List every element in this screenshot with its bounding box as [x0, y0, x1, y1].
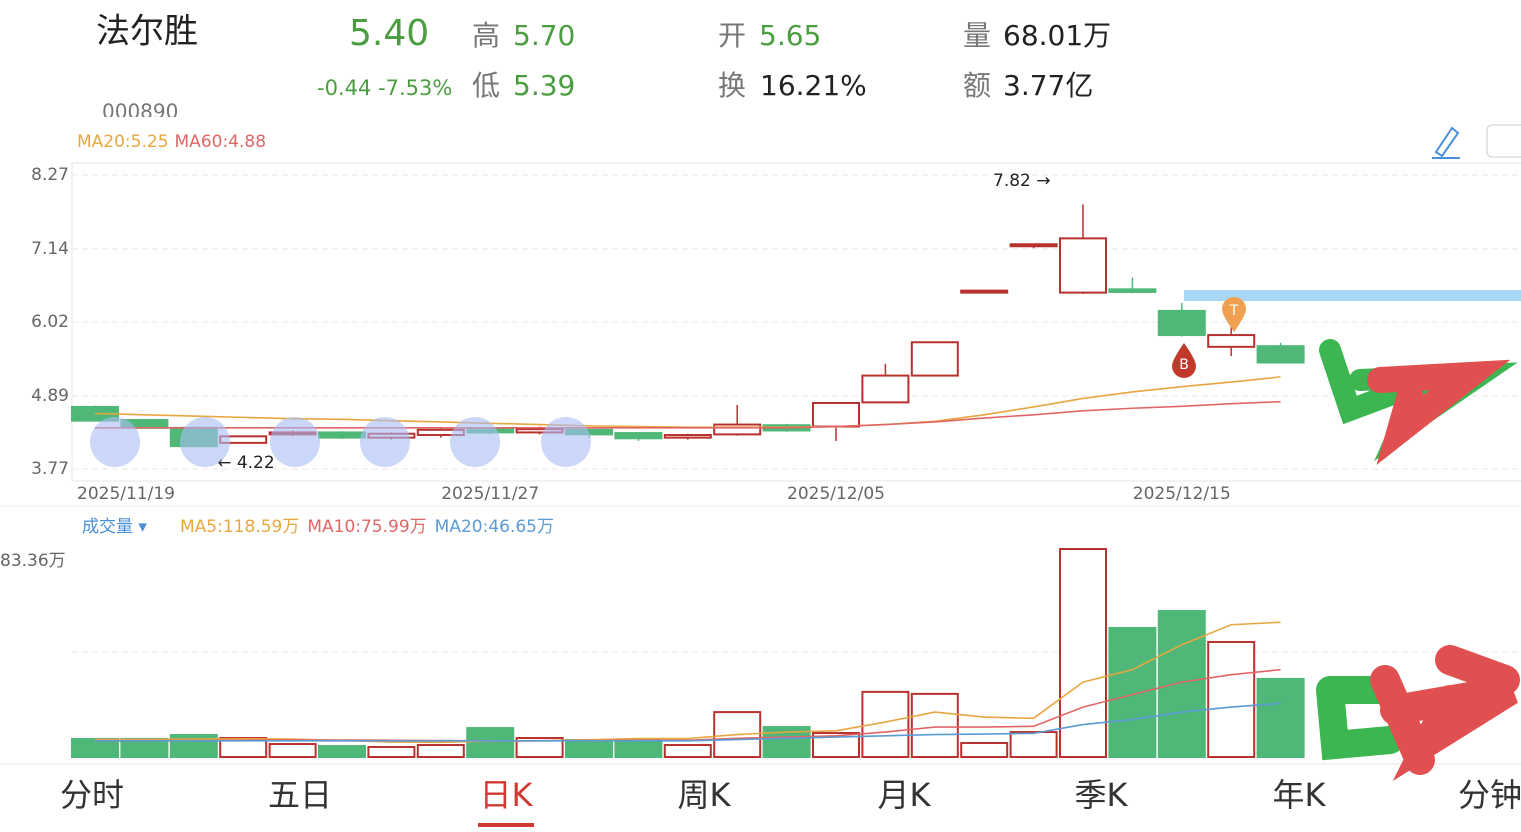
- candle-body: [960, 289, 1009, 294]
- value: 68.01万: [1003, 19, 1111, 52]
- volume-bar: [1108, 626, 1157, 759]
- tab[interactable]: 周K: [678, 776, 732, 814]
- y-tick-label: 3.77: [31, 459, 69, 479]
- highlight-band: [1184, 290, 1521, 301]
- ma-legend: MA20:46.65万: [435, 517, 554, 537]
- ma-line: [94, 376, 1281, 428]
- volume-bar: [565, 739, 613, 759]
- ma-legend: MA10:75.99万: [307, 517, 426, 537]
- volume-bar: [120, 738, 169, 758]
- ma-legend: MA60:4.88: [175, 132, 267, 152]
- candle-body: [1157, 309, 1206, 337]
- last-price: 5.40: [349, 13, 429, 54]
- tab[interactable]: 分时: [60, 776, 124, 814]
- value: 5.39: [513, 69, 575, 102]
- label: 量: [963, 19, 991, 52]
- volume-title[interactable]: 成交量 ▾: [82, 517, 147, 537]
- candle-body: [861, 374, 910, 404]
- value: 16.21%: [760, 69, 867, 102]
- buy-marker-text: B: [1179, 357, 1189, 373]
- y-tick-label: 6.02: [31, 312, 69, 332]
- volume-bar: [1157, 610, 1206, 758]
- annotation: 7.82 →: [993, 171, 1051, 191]
- value: 5.70: [513, 19, 575, 52]
- buy-marker: [1172, 343, 1196, 378]
- candle-body: [812, 402, 860, 428]
- candle-body: [1207, 334, 1256, 348]
- volume-bar: [910, 692, 959, 758]
- price-change: -0.44 -7.53%: [317, 76, 452, 100]
- volume-bar: [71, 738, 119, 758]
- tab[interactable]: 月K: [878, 776, 932, 814]
- volume-bar: [466, 727, 515, 759]
- tool-button[interactable]: [1486, 124, 1521, 158]
- tab-underline: [478, 823, 534, 827]
- x-tick-label: 2025/11/19: [77, 484, 175, 504]
- label: 开: [718, 19, 746, 52]
- volume-bar: [812, 732, 860, 759]
- volume-bar: [960, 742, 1009, 758]
- ma-legend: MA5:118.59万: [180, 517, 299, 537]
- volume-bar: [1059, 548, 1107, 758]
- candle-body: [614, 432, 663, 440]
- volume-bar: [861, 690, 910, 759]
- label: 高: [472, 19, 500, 52]
- x-tick-label: 2025/11/27: [441, 484, 539, 504]
- y-tick-label: 4.89: [31, 386, 69, 406]
- candle-body: [910, 341, 959, 377]
- volume-bar: [663, 744, 712, 758]
- x-tick-label: 2025/12/05: [787, 484, 885, 504]
- t-marker: [1222, 297, 1246, 332]
- draw-tool[interactable]: [1432, 126, 1460, 159]
- volume-bar: [1207, 640, 1256, 758]
- x-tick-label: 2025/12/15: [1133, 484, 1231, 504]
- volume-bar: [515, 737, 564, 758]
- stock-name: 法尔胜: [96, 12, 198, 52]
- tab[interactable]: 季K: [1075, 776, 1129, 814]
- volume-bar: [367, 746, 416, 758]
- volume-bar: [318, 745, 366, 759]
- volume-bar: [268, 743, 317, 759]
- ma-line: [95, 702, 1281, 742]
- value: 3.77亿: [1003, 69, 1093, 102]
- y-tick-label: 83.36万: [0, 551, 66, 571]
- candle-body: [663, 434, 712, 439]
- y-tick-label: 8.27: [31, 165, 69, 185]
- volume-bar: [614, 739, 663, 759]
- label: 额: [963, 69, 991, 102]
- volume-bar: [416, 744, 465, 758]
- tab[interactable]: 五日: [268, 776, 332, 814]
- doodle: [1367, 359, 1511, 466]
- volume-bar: [1256, 677, 1305, 759]
- ma-line: [95, 621, 1281, 744]
- label: 低: [472, 69, 500, 102]
- annotation: ← 4.22: [217, 453, 275, 473]
- value: 5.65: [759, 19, 821, 52]
- label: 换: [718, 69, 746, 102]
- y-tick-label: 7.14: [31, 239, 69, 259]
- tab[interactable]: 日K: [480, 776, 534, 814]
- doodle: [1370, 645, 1520, 781]
- candle-body: [1108, 288, 1157, 293]
- nav-buttons[interactable]: [90, 417, 591, 467]
- t-marker-text: T: [1229, 303, 1239, 319]
- candle-body: [1059, 237, 1107, 294]
- candle-body: [713, 423, 762, 436]
- ma-line: [95, 400, 1281, 429]
- candle-body: [1256, 345, 1305, 364]
- candle-body: [1009, 243, 1058, 248]
- stock-code: 000890: [102, 100, 178, 124]
- ma-legend: MA20:5.25: [77, 132, 169, 152]
- tab[interactable]: 年K: [1273, 776, 1327, 814]
- volume-bar: [1009, 731, 1058, 758]
- candle-body: [318, 431, 366, 439]
- tab[interactable]: 分钟: [1458, 776, 1521, 814]
